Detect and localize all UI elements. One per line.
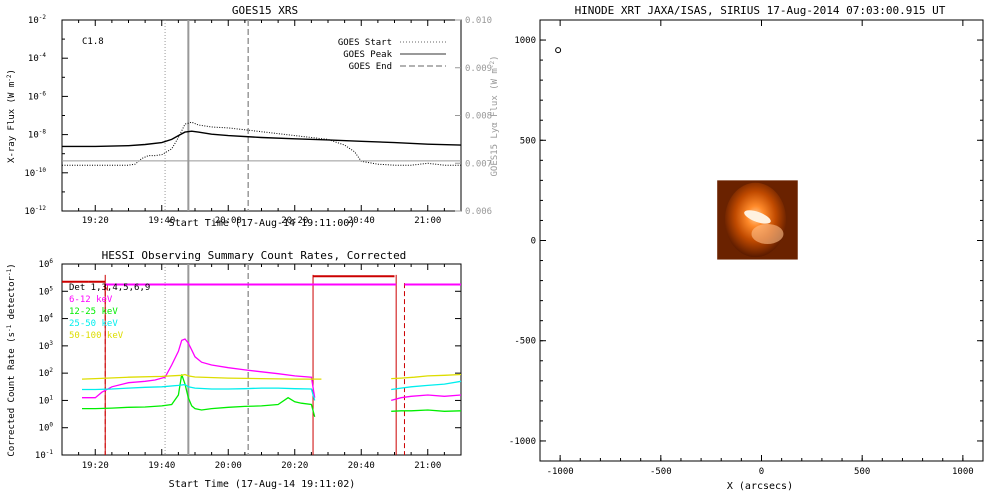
goes-x-tick-label: 19:40 [148, 216, 175, 226]
hessi-title: HESSI Observing Summary Count Rates, Cor… [102, 249, 407, 262]
hessi-x-tick-label: 19:40 [148, 461, 175, 471]
xrt-y-tick-label: -500 [514, 337, 536, 347]
goes-y-tick-label: 10-2 [28, 14, 46, 26]
xrt-x-tick-label: 0 [759, 467, 764, 477]
goes-y-axis-label-text: X-ray Flux (W m [7, 82, 17, 163]
hessi-series-0 [82, 338, 462, 402]
goes-x-tick-label: 20:40 [348, 216, 375, 226]
hessi-panel: HESSI Observing Summary Count Rates, Cor… [6, 249, 462, 490]
goes-x-tick-label: 20:20 [281, 216, 308, 226]
goes-right-axis-label-exp: -2 [489, 61, 496, 69]
hessi-y-axis-label-exp1: -1 [6, 324, 13, 332]
goes-right-tick-label: 0.008 [465, 112, 492, 122]
xrt-y-tick-label: 0 [531, 237, 536, 247]
xrt-x-tick-label: -1000 [547, 467, 574, 477]
goes-right-tick-label: 0.006 [465, 207, 492, 217]
hessi-legend-label: 12-25 keV [69, 307, 118, 317]
hessi-y-axis-label: Corrected Count Rate (s-1 detector-1) [6, 263, 17, 456]
goes-right-axis-label-text: GOES15 Lyα Flux (W m [490, 68, 500, 176]
hessi-x-tick-label: 21:00 [414, 461, 441, 471]
xrt-marker [555, 47, 562, 54]
hessi-night-marker: N [104, 284, 109, 293]
hessi-y-tick-label: 103 [39, 340, 54, 352]
hessi-y-tick-label: 102 [39, 367, 54, 379]
goes-y-tick-label: 10-6 [28, 90, 46, 102]
hessi-x-axis-label: Start Time (17-Aug-14 19:11:02) [169, 479, 356, 490]
goes-y-axis-label-close: ) [7, 69, 17, 74]
goes-legend-label: GOES Start [338, 38, 392, 48]
goes-panel: GOES15 XRS 19:20 19:40 20:00 20:20 20:40 21:0… [6, 4, 500, 229]
goes-x-tick-label: 21:00 [414, 216, 441, 226]
xrt-x-tick-label: -500 [650, 467, 672, 477]
xrt-flare-core [744, 210, 771, 224]
goes-y-tick-label: 10-12 [24, 205, 46, 217]
hessi-series-1 [82, 374, 462, 417]
hessi-x-tick-label: 19:20 [82, 461, 109, 471]
goes-y-axis-label: X-ray Flux (W m-2) [6, 69, 17, 163]
goes-right-tick-label: 0.009 [465, 64, 492, 74]
xrt-title: HINODE XRT JAXA/ISAS, SIRIUS 17-Aug-2014… [575, 4, 946, 17]
xrt-x-axis-label: X (arcsecs) [727, 481, 793, 492]
hessi-y-tick-label: 104 [39, 313, 54, 325]
hessi-legend-label: 25-50 keV [69, 319, 118, 329]
hessi-y-tick-label: 100 [39, 422, 54, 434]
goes-y-axis-label-exp: -2 [6, 74, 13, 82]
goes-series-long [62, 130, 462, 148]
xrt-y-tick-label: 500 [520, 136, 536, 146]
goes-plot-frame [61, 19, 462, 212]
goes-y-tick-label: 10-8 [28, 129, 46, 141]
xrt-loop-bright [751, 223, 784, 244]
hessi-y-axis-label-close: ) [7, 263, 17, 268]
goes-y-tick-label: 10-4 [28, 52, 46, 64]
xrt-y-tick-label: 1000 [514, 36, 536, 46]
hessi-legend-label: 6-12 keV [69, 295, 113, 305]
hessi-y-axis-label-text: Corrected Count Rate (s [7, 332, 17, 457]
hessi-y-tick-label: 105 [39, 285, 54, 297]
hessi-x-tick-label: 20:20 [281, 461, 308, 471]
goes-x-tick-label: 19:20 [82, 216, 109, 226]
goes-y-tick-label: 10-10 [24, 167, 46, 179]
hessi-y-axis-label-exp2: -1 [6, 268, 13, 276]
goes-series-short [62, 121, 461, 166]
goes-title: GOES15 XRS [232, 4, 298, 17]
goes-x-tick-label: 20:00 [215, 216, 242, 226]
xrt-y-tick-label: -1000 [509, 437, 536, 447]
goes-right-tick-label: 0.010 [465, 16, 492, 26]
goes-flare-class: C1.8 [82, 37, 104, 47]
hessi-series-2 [82, 380, 462, 401]
hessi-y-tick-label: 10-1 [35, 449, 53, 461]
goes-legend-label: GOES End [349, 62, 392, 72]
goes-legend-label: GOES Peak [343, 50, 392, 60]
xrt-marks: -1000 -500 0 500 1000 -1000 -500 0 500 1000 [509, 20, 983, 477]
hessi-x-tick-label: 20:00 [215, 461, 242, 471]
hessi-detectors-label: Det 1,3,4,5,6,9 [69, 283, 150, 293]
hessi-series-3 [81, 373, 462, 380]
hessi-x-tick-label: 20:40 [348, 461, 375, 471]
hessi-legend-label: 50-100 keV [69, 331, 124, 341]
xrt-x-tick-label: 1000 [952, 467, 974, 477]
goes-right-axis-label-close: ) [490, 55, 500, 60]
xrt-panel: HINODE XRT JAXA/ISAS, SIRIUS 17-Aug-2014… [509, 4, 984, 492]
hessi-y-tick-label: 101 [39, 394, 54, 406]
hessi-y-axis-label-mid: detector [7, 275, 17, 324]
xrt-x-tick-label: 500 [854, 467, 870, 477]
goes-marks: 19:20 19:40 20:00 20:20 20:40 21:00 10-12 10-10… [24, 14, 492, 226]
hessi-marks: 19:20 19:40 20:00 20:20 20:40 21:00 10-1 100 101… [35, 258, 462, 471]
goes-x-axis-label: Start Time (17-Aug-14 19:11:00) [169, 218, 356, 229]
goes-right-tick-label: 0.007 [465, 159, 492, 169]
goes-right-axis-label: GOES15 Lyα Flux (W m-2) [489, 55, 500, 176]
hessi-y-tick-label: 106 [39, 258, 54, 270]
